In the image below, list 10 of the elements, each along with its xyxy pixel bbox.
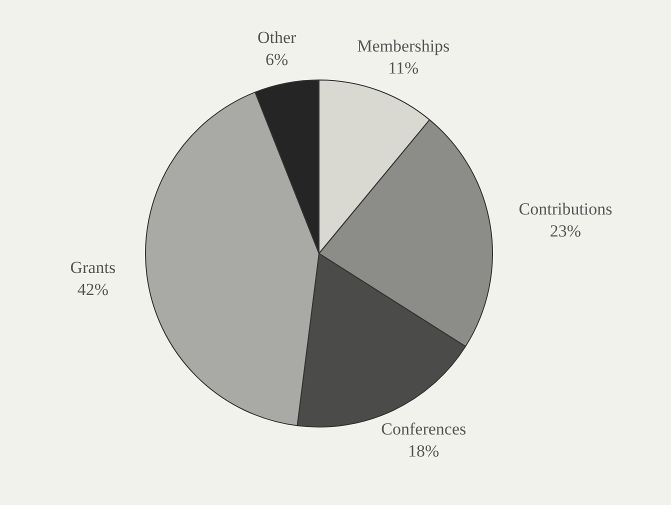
- slice-label: Grants: [70, 258, 116, 277]
- slice-label: Contributions: [518, 200, 612, 219]
- slice-label: Conferences: [381, 420, 466, 439]
- data-label: 6%: [266, 50, 288, 70]
- slice-label: Memberships: [357, 36, 450, 56]
- data-label: 11%: [388, 58, 419, 78]
- data-label: 18%: [408, 442, 440, 461]
- data-label: 42%: [77, 280, 108, 299]
- data-label: 23%: [550, 222, 582, 241]
- slice-label: Other: [257, 28, 297, 48]
